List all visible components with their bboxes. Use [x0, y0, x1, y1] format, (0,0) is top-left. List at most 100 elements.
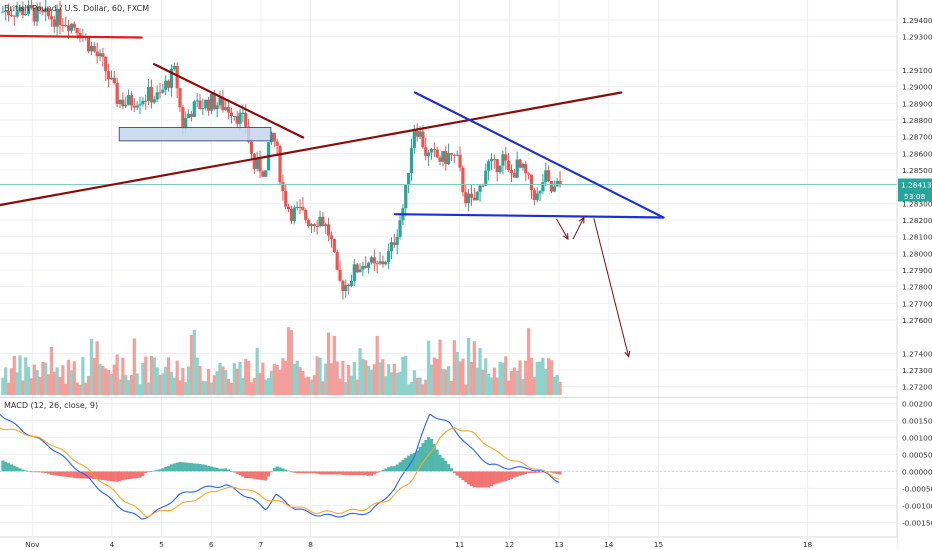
- volume-bar: [524, 360, 528, 395]
- candle-body: [49, 16, 54, 20]
- macd-histogram-bar: [187, 462, 191, 472]
- volume-bar: [226, 378, 231, 395]
- macd-histogram-bar: [389, 466, 393, 472]
- projection-arrow-1[interactable]: [556, 218, 569, 240]
- candle-body: [395, 236, 399, 245]
- red-support-line[interactable]: [0, 34, 143, 39]
- macd-histogram-bar: [64, 471, 68, 477]
- candle-body: [549, 181, 554, 192]
- macd-histogram-bar: [432, 444, 436, 472]
- volume-bar: [221, 366, 225, 395]
- candle-body: [61, 25, 65, 27]
- candle-body: [126, 95, 131, 105]
- candle-body: [538, 191, 542, 194]
- volume-bar: [338, 378, 342, 395]
- candle-body: [89, 46, 94, 52]
- macd-histogram-bar: [18, 468, 22, 472]
- macd-histogram-bar: [458, 471, 462, 478]
- macd-histogram-bar: [318, 471, 322, 475]
- macd-histogram-bar: [241, 471, 245, 477]
- macd-histogram-bar: [184, 462, 188, 472]
- price-tick-label: 1.28800: [902, 116, 932, 125]
- uptrend-line[interactable]: [0, 91, 623, 207]
- projection-arrow-2[interactable]: [572, 217, 585, 240]
- volume-bar: [281, 358, 285, 395]
- macd-histogram-bar: [549, 471, 553, 473]
- macd-histogram-bar: [538, 471, 542, 473]
- candle-body: [547, 170, 551, 182]
- volume-bar: [369, 369, 374, 395]
- candle-body: [532, 190, 536, 201]
- current-price-badge[interactable]: [898, 178, 932, 191]
- triangle-lower-line[interactable]: [393, 213, 665, 219]
- macd-histogram-bar: [321, 471, 325, 475]
- macd-histogram-bar: [29, 471, 33, 473]
- volume-bar: [432, 357, 436, 395]
- macd-histogram-bar: [552, 471, 556, 474]
- candle-body: [295, 206, 299, 208]
- macd-histogram-bar: [149, 471, 153, 472]
- macd-histogram-bar: [452, 471, 456, 474]
- projection-arrow-3[interactable]: [593, 218, 630, 357]
- macd-tick-label: 0.00150: [902, 416, 932, 425]
- volume-bar: [375, 335, 379, 395]
- price-tick-label: 1.28100: [902, 233, 932, 242]
- triangle-upper-line[interactable]: [413, 91, 665, 219]
- macd-histogram-bar: [535, 471, 539, 473]
- volume-bar: [484, 358, 488, 395]
- volume-bar: [247, 361, 251, 395]
- candle-body: [18, 7, 22, 12]
- price-axis-bg: [897, 0, 932, 550]
- drawings-layer[interactable]: [0, 34, 897, 358]
- macd-histogram-bar: [401, 460, 405, 472]
- candle-body: [507, 160, 511, 171]
- candle-body: [321, 216, 325, 227]
- macd-tick-label: 0.00200: [902, 399, 932, 408]
- macd-histogram-bar: [507, 471, 511, 481]
- macd-histogram-bar: [67, 471, 71, 478]
- volume-bar: [538, 361, 542, 395]
- downtrend-line[interactable]: [152, 63, 305, 139]
- candle-body: [195, 100, 199, 102]
- candle-body: [458, 154, 462, 168]
- volume-bar: [229, 382, 234, 395]
- macd-histogram-bar: [309, 471, 313, 474]
- volume-bar: [181, 367, 185, 395]
- candle-body: [349, 280, 354, 287]
- volume-bar: [101, 365, 105, 395]
- volume-bar: [447, 366, 451, 395]
- candle-body: [421, 131, 425, 148]
- candle-body: [249, 141, 254, 154]
- candle-body: [309, 224, 314, 227]
- volume-bar: [489, 377, 494, 395]
- macd-histogram-bar: [98, 471, 102, 480]
- volume-bar: [92, 358, 96, 395]
- macd-histogram-bar: [61, 471, 65, 477]
- volume-bar: [141, 363, 145, 395]
- resistance-zone-box[interactable]: [118, 127, 272, 142]
- macd-histogram-bar: [398, 462, 402, 472]
- macd-histogram-bar: [12, 465, 16, 472]
- candle-body: [124, 104, 128, 107]
- candle-body: [95, 51, 99, 57]
- time-tick-label: 14: [604, 540, 614, 549]
- macd-layer: [0, 414, 897, 520]
- candle-body: [335, 251, 339, 270]
- macd-histogram-bar: [498, 471, 502, 483]
- candle-body: [527, 173, 531, 175]
- macd-histogram-bar: [315, 471, 319, 474]
- macd-histogram-bar: [312, 471, 316, 474]
- volume-bar: [301, 370, 305, 395]
- macd-histogram-bar: [1, 460, 5, 472]
- macd-indicator-label[interactable]: MACD (12, 26, close, 9): [4, 401, 98, 410]
- candle-body: [304, 209, 308, 220]
- volume-bar: [347, 364, 351, 395]
- candle-body: [524, 164, 528, 174]
- volume-bar: [555, 374, 559, 395]
- volume-bar: [66, 359, 71, 395]
- volume-bar: [421, 384, 425, 395]
- candle-body: [518, 159, 522, 168]
- volume-bar: [384, 376, 388, 395]
- symbol-title[interactable]: British Pound / U.S. Dollar, 60, FXCM: [4, 4, 149, 13]
